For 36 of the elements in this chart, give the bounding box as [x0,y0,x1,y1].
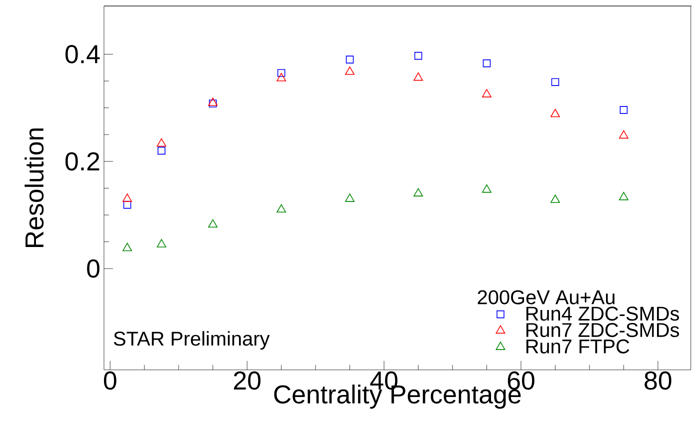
legend-label: Run4 ZDC-SMDs [526,306,679,321]
point [550,194,560,203]
point [618,192,628,200]
point [208,219,218,228]
point [158,146,166,155]
point [414,52,422,60]
legend-label: Run7 FTPC [526,339,630,354]
point [156,138,166,147]
y-tick-label: 0.2 [65,152,100,171]
point [482,184,492,193]
point [122,194,132,202]
legend-label: Run7 ZDC-SMDs [526,323,679,338]
point [277,69,286,77]
x-tick-label: 0 [104,371,116,390]
x-tick-label: 20 [234,371,260,390]
x-tick-label: 80 [644,371,672,390]
point [550,108,560,118]
point [346,56,354,64]
y-axis-title: Resolution [24,128,44,248]
point [618,130,628,139]
point [620,106,628,114]
annotation: STAR Preliminary [114,331,270,350]
point [414,188,423,197]
point [414,72,423,81]
point [482,59,491,68]
y-tick-label: 0.4 [65,45,100,64]
y-tick-label: 0 [87,259,100,278]
point [551,78,560,86]
point [482,89,492,98]
point [345,194,355,202]
point [156,239,166,248]
point [276,73,286,82]
point [122,242,132,252]
point [276,204,286,213]
point [345,66,355,75]
legend-title: 200GeV Au+Au [478,290,614,304]
